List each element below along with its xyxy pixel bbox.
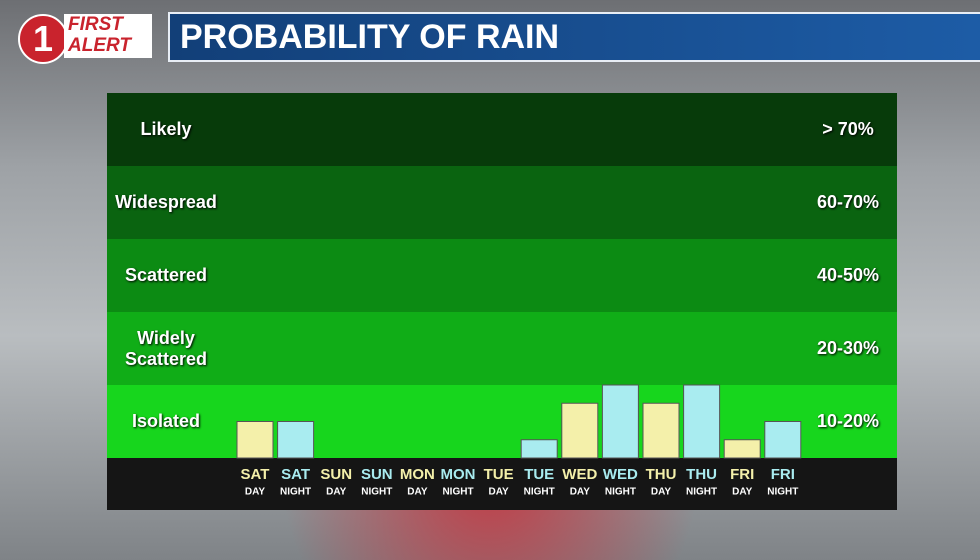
x-tick-label: THU <box>646 466 677 483</box>
x-tick-label: THU <box>686 466 717 483</box>
x-tick-label: WED <box>603 466 638 483</box>
bar <box>642 402 680 459</box>
x-tick-sublabel: NIGHT <box>524 487 555 498</box>
logo-number: 1 <box>18 14 68 64</box>
x-tick-sublabel: NIGHT <box>361 487 392 498</box>
x-tick-sublabel: DAY <box>732 487 753 498</box>
x-tick-label: FRI <box>771 466 795 483</box>
x-tick-sublabel: NIGHT <box>605 487 636 498</box>
x-tick-sublabel: NIGHT <box>767 487 798 498</box>
band-range: 60-70% <box>816 192 880 212</box>
x-tick-label: WED <box>562 466 597 483</box>
band-label: Likely <box>140 119 192 139</box>
x-tick-sublabel: DAY <box>651 487 672 498</box>
bar <box>764 421 802 459</box>
band-label: Widely Scattered <box>124 327 208 369</box>
band-range: 20-30% <box>816 338 880 358</box>
x-tick-sublabel: DAY <box>326 487 347 498</box>
x-tick-sublabel: DAY <box>570 487 591 498</box>
band-label: Scattered <box>124 265 208 285</box>
bar <box>723 439 761 459</box>
x-tick-label: SUN <box>320 466 352 483</box>
x-tick-sublabel: NIGHT <box>442 487 473 498</box>
label-strip <box>107 458 897 510</box>
title: PROBABILITY OF RAIN <box>168 12 980 62</box>
plot: SAT DAY SAT NIGHT SUN DAY SUN NIGHT MON DAY MON NIG… <box>236 384 802 498</box>
band: Scattered 40-50% <box>107 239 897 312</box>
chart: Likely > 70% Widespread 60-70% Scattered 40-5… <box>107 93 897 510</box>
logo-bottom: ALERT <box>68 35 131 56</box>
bar <box>520 439 558 459</box>
bar <box>236 421 274 459</box>
bar <box>683 384 721 459</box>
x-tick-sublabel: NIGHT <box>280 487 311 498</box>
logo-text: FIRST ALERT <box>64 14 152 58</box>
bar <box>601 384 639 459</box>
band-range: > 70% <box>822 119 874 139</box>
x-tick-label: TUE <box>524 466 554 483</box>
x-tick-sublabel: DAY <box>488 487 509 498</box>
band-range: 10-20% <box>816 411 880 431</box>
band: Likely > 70% <box>107 93 897 166</box>
x-tick-label: MON <box>441 466 476 483</box>
bar <box>277 421 315 459</box>
band: Widely Scattered 20-30% <box>107 312 897 385</box>
band-label: Widespread <box>115 192 217 212</box>
x-tick-sublabel: DAY <box>245 487 266 498</box>
x-tick-sublabel: NIGHT <box>686 487 717 498</box>
band-range: 40-50% <box>816 265 880 285</box>
band: Widespread 60-70% <box>107 166 897 239</box>
x-tick-label: TUE <box>484 466 514 483</box>
x-tick-label: FRI <box>730 466 754 483</box>
band-label: Isolated <box>131 411 201 431</box>
logo-top: FIRST <box>68 14 123 35</box>
bar <box>561 402 599 459</box>
x-tick-label: MON <box>400 466 435 483</box>
x-tick-label: SUN <box>361 466 393 483</box>
x-tick-label: SAT <box>281 466 310 483</box>
x-tick-label: SAT <box>241 466 270 483</box>
x-tick-sublabel: DAY <box>407 487 428 498</box>
